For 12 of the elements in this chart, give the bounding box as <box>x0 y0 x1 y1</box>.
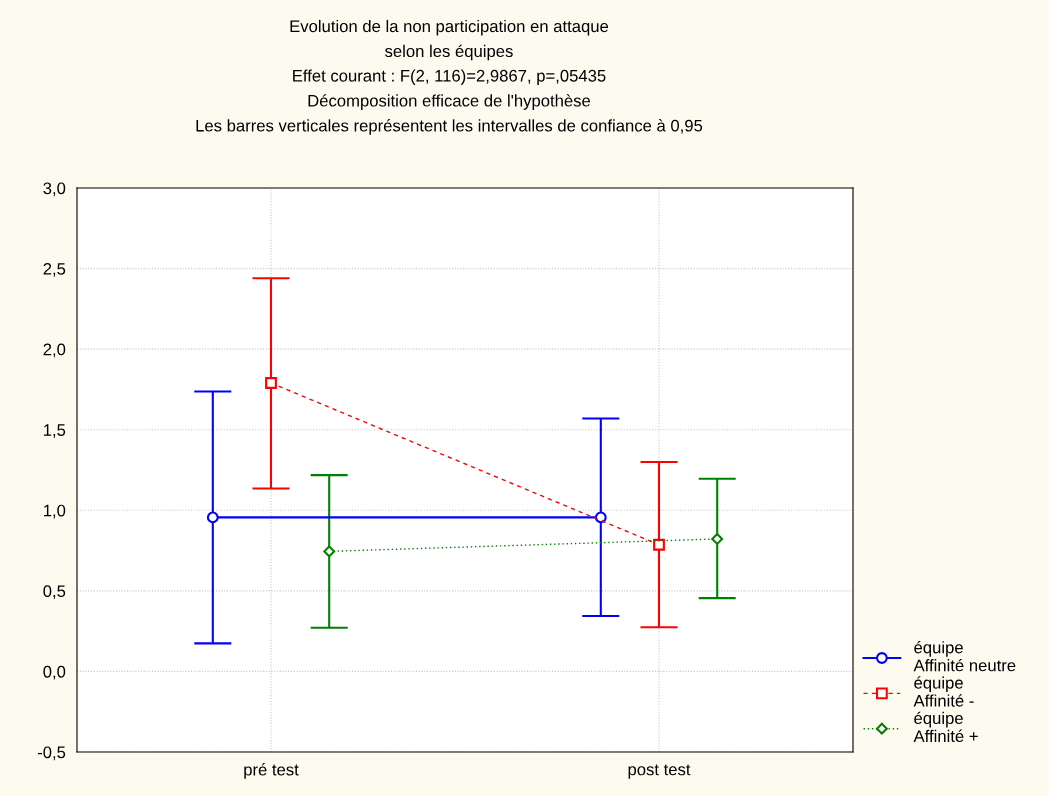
y-tick-label: 1,0 <box>43 504 66 519</box>
y-tick-label: 0,0 <box>43 665 66 680</box>
y-tick-label: 3,0 <box>43 182 66 197</box>
legend-label: équipe Affinité + <box>913 711 978 743</box>
y-tick-label: 2,5 <box>43 262 66 277</box>
y-tick-label: 0,5 <box>43 585 66 600</box>
y-tick-label: -0,5 <box>37 746 66 761</box>
chart-title: Evolution de la non participation en attaque selon les équipes Effet courant : F(2, 116)=2,9867, p=,05435 Décomposition efficace de l'hypothèse Les barres verticales représentent les intervalles de confiance à 0,95 <box>196 19 703 135</box>
x-tick-label: pré test <box>244 763 299 779</box>
y-tick-label: 1,5 <box>43 424 66 438</box>
x-tick-label: post test <box>628 764 691 779</box>
y-tick-label: 2,0 <box>43 343 66 358</box>
